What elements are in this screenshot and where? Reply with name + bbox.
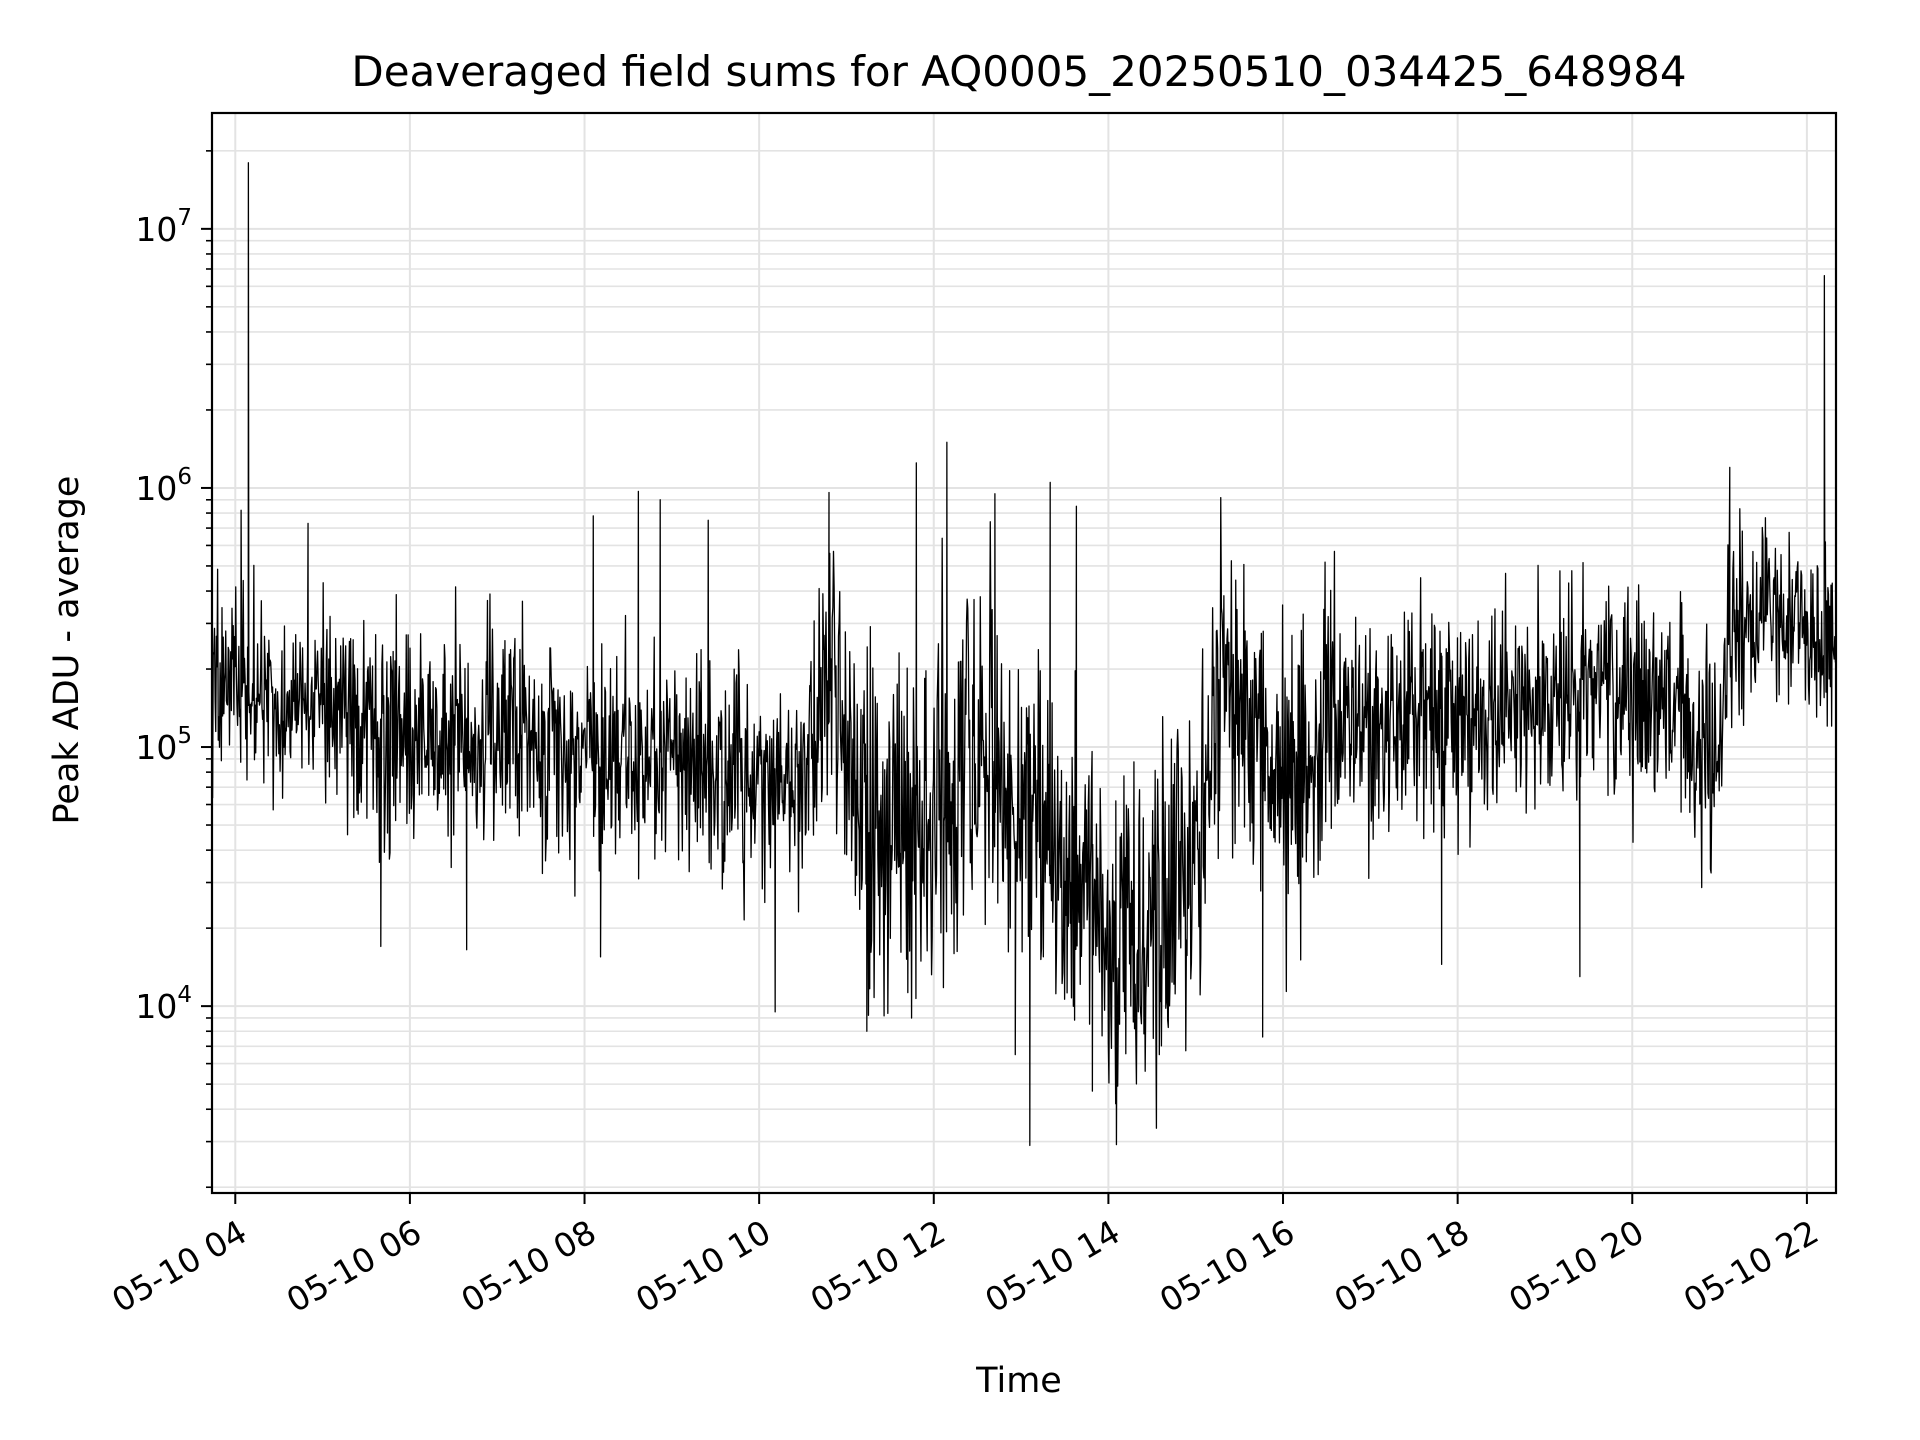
- grid: [212, 113, 1836, 1193]
- y-tick-label: 107: [135, 205, 192, 249]
- y-tick-label: 105: [135, 723, 192, 767]
- series-line: [211, 162, 1837, 1147]
- y-axis: 104 105 106 107: [135, 150, 212, 1189]
- plot-area-frame: [210, 111, 1838, 1195]
- y-tick-label: 104: [135, 982, 192, 1026]
- data-layer: [211, 162, 1837, 1147]
- y-tick-label: 106: [135, 464, 192, 508]
- chart-title: Deaveraged field sums for AQ0005_2025051…: [351, 47, 1686, 96]
- y-axis-label: Peak ADU - average: [47, 476, 87, 825]
- x-axis-label: Time: [975, 1361, 1062, 1401]
